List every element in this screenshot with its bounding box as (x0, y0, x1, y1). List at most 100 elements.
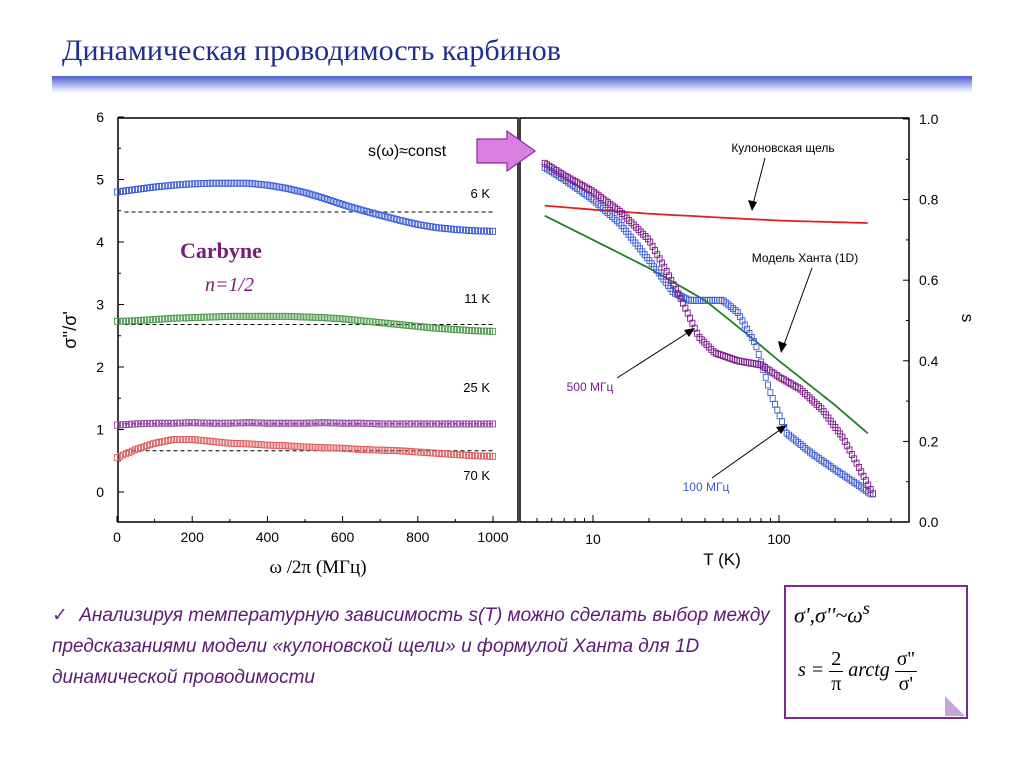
data-point-marker (405, 420, 412, 428)
data-point-marker (156, 438, 163, 446)
data-point-marker (342, 445, 349, 452)
data-point-marker (153, 315, 160, 323)
data-point-marker (231, 419, 238, 427)
data-point-marker (261, 441, 268, 449)
data-point-marker (171, 314, 178, 322)
data-point-marker (291, 442, 298, 450)
data-point-marker (255, 312, 262, 320)
data-point-marker (462, 226, 469, 234)
data-point-marker (276, 442, 283, 449)
data-point-marker (183, 180, 190, 188)
data-point-marker (453, 451, 460, 459)
data-point-marker (396, 216, 403, 224)
data-point-marker (144, 442, 151, 450)
data-point-marker (297, 443, 304, 451)
fraction-numerator: 2 (829, 648, 844, 672)
data-point-marker (309, 419, 316, 427)
data-point-marker (399, 321, 406, 329)
data-point-marker (222, 419, 229, 427)
y-tick-label: 4 (96, 234, 104, 250)
data-point-marker (264, 312, 271, 320)
data-point-marker (114, 188, 120, 196)
data-point-marker (475, 420, 481, 428)
data-point-marker (294, 419, 301, 427)
data-point-marker (387, 214, 394, 222)
data-point-marker (324, 314, 331, 322)
data-point-marker (315, 193, 322, 201)
data-point-marker (141, 184, 148, 192)
data-point-marker (129, 186, 135, 194)
data-point-marker (405, 322, 412, 329)
data-point-marker (318, 194, 325, 202)
y-tick-label: 1 (96, 422, 104, 438)
data-point-marker (357, 419, 364, 427)
data-point-marker (405, 447, 412, 455)
data-point-marker (189, 180, 196, 188)
data-point-marker (339, 201, 346, 208)
data-point-marker (138, 316, 145, 324)
data-point-marker (366, 208, 373, 216)
data-point-marker (132, 446, 138, 454)
data-point-marker (414, 448, 421, 456)
data-point-marker (171, 181, 178, 189)
data-point-marker (408, 219, 415, 227)
data-point-marker (387, 320, 394, 328)
data-point-marker (174, 181, 181, 189)
data-point-marker (420, 323, 427, 331)
data-point-marker (267, 419, 274, 427)
data-point-marker (252, 419, 259, 427)
data-point-marker (153, 419, 160, 427)
data-point-marker (270, 441, 277, 449)
data-point-marker (156, 315, 163, 323)
data-point-marker (213, 419, 220, 427)
data-point-marker (300, 419, 307, 427)
data-point-marker (159, 315, 166, 323)
data-point-marker (462, 420, 469, 428)
const-arrow: s(ω)≈const (368, 129, 537, 173)
data-point-marker (435, 449, 442, 457)
data-point-marker (171, 436, 178, 443)
data-point-marker (300, 313, 307, 321)
data-point-marker (369, 209, 376, 217)
data-point-marker (435, 224, 442, 232)
data-point-marker (426, 223, 433, 230)
data-point-marker (201, 313, 208, 321)
data-point-marker (255, 441, 262, 448)
checkmark-icon: ✓ (52, 605, 68, 626)
data-point-marker (423, 420, 430, 428)
data-point-marker (195, 180, 202, 188)
x-tick-label: 400 (256, 529, 280, 545)
data-point-marker (429, 449, 436, 457)
data-point-marker (769, 395, 776, 402)
data-point-marker (417, 221, 424, 229)
data-point-marker (348, 419, 355, 427)
bullet-paragraph: ✓ Анализируя температурную зависимость s… (52, 600, 782, 693)
data-point-marker (285, 313, 292, 320)
data-point-marker (375, 446, 382, 454)
data-point-marker (120, 451, 126, 459)
data-point-marker (490, 420, 496, 428)
fraction-denominator: σ' (898, 673, 913, 695)
data-point-marker (180, 314, 187, 322)
data-point-marker (303, 419, 310, 427)
data-point-marker (487, 420, 493, 428)
data-point-marker (450, 225, 457, 233)
data-point-marker (114, 421, 120, 429)
annotation-arrow-line (781, 267, 813, 351)
data-point-marker (363, 208, 370, 215)
data-point-marker (162, 419, 169, 427)
data-point-marker (195, 436, 202, 444)
data-point-marker (381, 446, 388, 454)
data-point-marker (303, 189, 310, 197)
x-axis-label: T (K) (703, 550, 740, 569)
data-point-marker (204, 313, 211, 321)
data-point-marker (246, 312, 253, 320)
data-point-marker (186, 436, 193, 443)
data-point-marker (342, 315, 349, 323)
data-point-marker (309, 443, 316, 451)
data-point-marker (246, 440, 253, 448)
x-tick-label: 800 (406, 529, 430, 545)
data-point-marker (204, 419, 211, 427)
data-point-marker (198, 419, 205, 427)
